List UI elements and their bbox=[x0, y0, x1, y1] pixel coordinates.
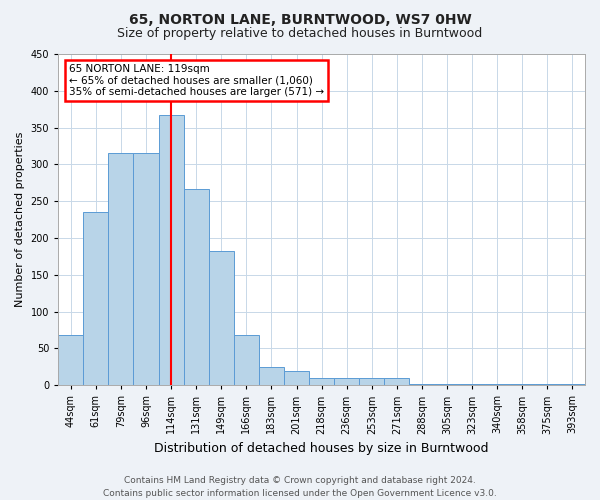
Text: Contains HM Land Registry data © Crown copyright and database right 2024.
Contai: Contains HM Land Registry data © Crown c… bbox=[103, 476, 497, 498]
Bar bbox=[409, 384, 434, 386]
Bar bbox=[184, 188, 209, 386]
Bar bbox=[560, 384, 585, 386]
Bar bbox=[385, 378, 409, 386]
Bar bbox=[209, 250, 234, 386]
Y-axis label: Number of detached properties: Number of detached properties bbox=[15, 132, 25, 308]
X-axis label: Distribution of detached houses by size in Burntwood: Distribution of detached houses by size … bbox=[154, 442, 489, 455]
Bar bbox=[309, 378, 334, 386]
Bar bbox=[460, 384, 485, 386]
Bar bbox=[334, 378, 359, 386]
Bar bbox=[510, 384, 535, 386]
Bar bbox=[535, 384, 560, 386]
Bar bbox=[158, 115, 184, 386]
Bar bbox=[359, 378, 385, 386]
Text: 65, NORTON LANE, BURNTWOOD, WS7 0HW: 65, NORTON LANE, BURNTWOOD, WS7 0HW bbox=[128, 12, 472, 26]
Bar bbox=[485, 384, 510, 386]
Bar bbox=[434, 384, 460, 386]
Bar bbox=[259, 367, 284, 386]
Bar bbox=[58, 335, 83, 386]
Bar bbox=[133, 154, 158, 386]
Text: Size of property relative to detached houses in Burntwood: Size of property relative to detached ho… bbox=[118, 28, 482, 40]
Text: 65 NORTON LANE: 119sqm
← 65% of detached houses are smaller (1,060)
35% of semi-: 65 NORTON LANE: 119sqm ← 65% of detached… bbox=[69, 64, 324, 97]
Bar bbox=[234, 335, 259, 386]
Bar bbox=[83, 212, 109, 386]
Bar bbox=[109, 154, 133, 386]
Bar bbox=[284, 370, 309, 386]
